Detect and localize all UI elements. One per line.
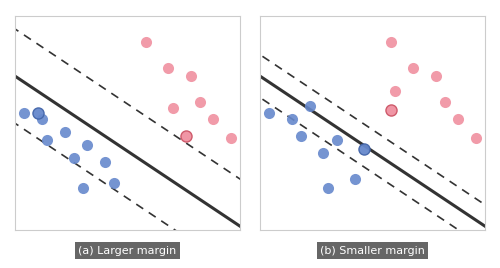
Text: (a) Larger margin: (a) Larger margin	[78, 245, 176, 256]
Text: (b) Smaller margin: (b) Smaller margin	[320, 245, 425, 256]
